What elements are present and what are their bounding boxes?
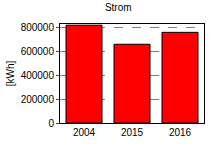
svg-text:2015: 2015 [121,127,144,138]
svg-text:[kWh]: [kWh] [5,61,16,87]
svg-text:0: 0 [48,118,54,129]
svg-text:600000: 600000 [21,46,55,57]
svg-text:400000: 400000 [21,70,55,81]
svg-text:2004: 2004 [73,127,96,138]
svg-text:2016: 2016 [169,127,192,138]
svg-text:Strom: Strom [105,2,132,13]
svg-text:800000: 800000 [21,22,55,33]
svg-text:200000: 200000 [21,94,55,105]
